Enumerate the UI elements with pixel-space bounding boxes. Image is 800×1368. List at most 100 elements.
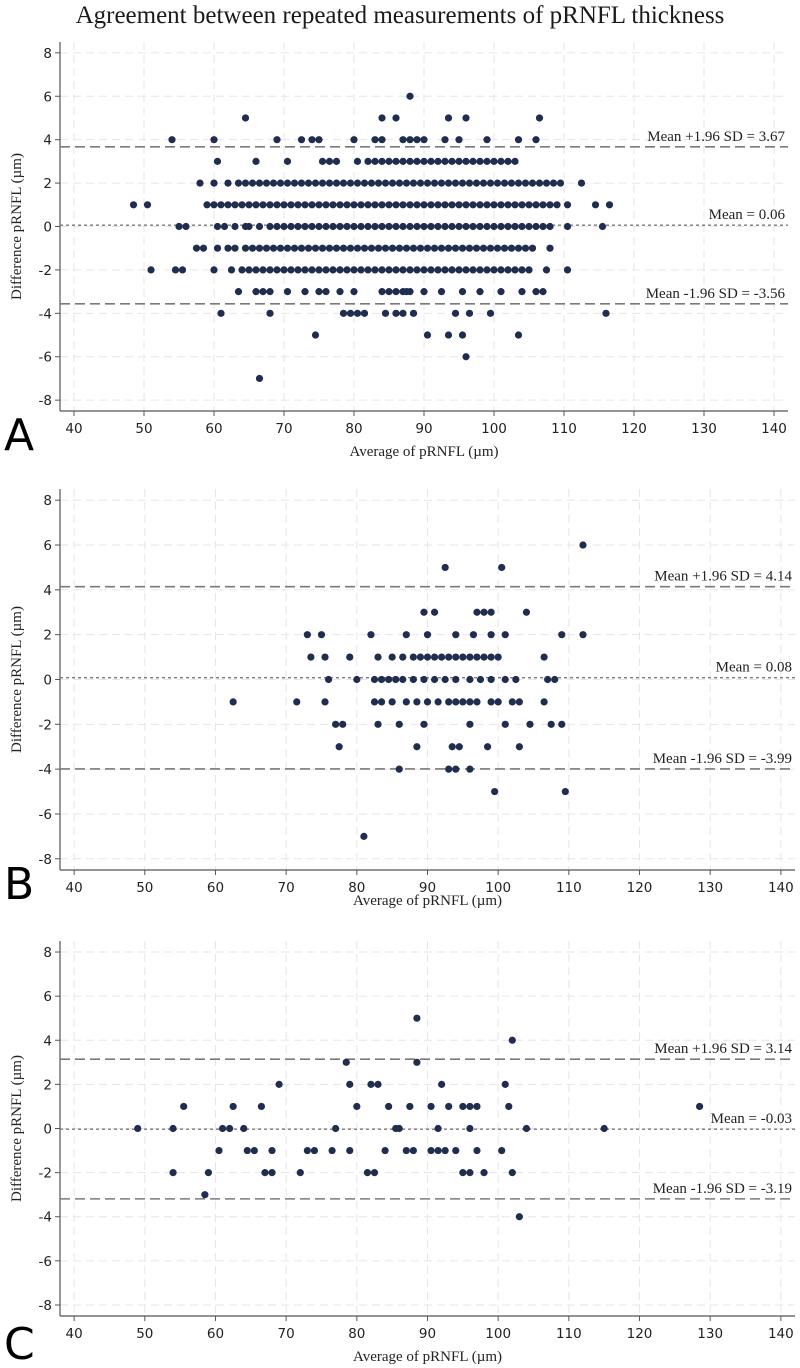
data-point [427,1102,435,1111]
data-point [318,244,327,252]
data-point [455,201,463,209]
data-point [329,266,337,274]
y-tick-label: -2 [39,1166,52,1182]
data-point [378,288,386,296]
data-point [229,1102,237,1111]
x-tick-label: 70 [278,1326,295,1342]
x-tick-label: 110 [556,880,582,896]
y-tick-label: 4 [43,1033,52,1049]
data-point [378,266,386,274]
data-point [273,201,281,209]
upper-reference-label: Mean +1.96 SD = 4.14 [654,569,792,585]
data-point [388,244,397,252]
data-point [423,631,432,639]
data-point [420,222,428,231]
data-point [248,179,257,187]
data-point [462,114,470,122]
data-point [248,244,257,252]
data-point [252,157,260,165]
data-point [413,222,421,231]
data-point [311,244,320,252]
data-point [437,244,446,252]
x-tick-label: 60 [207,880,224,896]
data-point [346,1080,354,1088]
y-tick-label: -8 [39,852,52,868]
data-point [486,244,495,252]
data-point [364,266,372,274]
data-point [563,222,572,231]
data-point [399,222,407,231]
data-point [458,331,467,339]
data-point [546,244,554,252]
data-point [420,288,428,296]
data-point [406,222,414,231]
data-point [420,720,428,728]
data-point [283,244,292,252]
data-point [353,675,361,684]
data-point [458,179,467,187]
data-point [283,157,292,165]
data-point [315,201,323,209]
x-tick-label: 70 [278,880,295,896]
data-point [526,720,534,728]
data-point [259,201,267,209]
data-point [388,653,396,661]
data-point [577,179,586,187]
data-point [392,157,400,165]
data-point [231,222,239,231]
data-point [469,222,477,231]
data-point [558,720,566,728]
data-point [364,201,372,209]
data-point [542,179,551,187]
data-point [518,222,526,231]
data-point [518,288,526,296]
data-point [409,1146,417,1155]
y-tick-label: 8 [43,46,52,62]
data-point [303,631,311,639]
data-point [486,179,495,187]
data-point [169,1169,177,1177]
data-point [224,244,232,252]
data-point [262,179,271,187]
x-tick-label: 70 [275,421,292,437]
data-point [210,201,218,209]
data-point [343,266,351,274]
data-point [459,1102,467,1111]
data-point [385,222,393,231]
data-point [303,1146,311,1155]
data-point [423,244,432,252]
data-point [252,201,260,209]
data-point [259,288,267,296]
data-point [273,136,281,144]
data-point [325,157,334,165]
data-point [473,1146,481,1155]
data-point [395,244,404,252]
data-point [297,244,306,252]
data-point [269,179,278,187]
data-point [430,653,439,661]
data-point [307,653,315,661]
data-point [385,266,393,274]
y-tick-label: 2 [43,628,52,644]
data-point [367,179,376,187]
data-point [308,222,316,231]
data-point [353,179,362,187]
data-point [515,698,523,706]
upper-reference-label: Mean +1.96 SD = 3.67 [647,129,785,145]
panel-letter: A [4,410,34,461]
data-point [462,201,470,209]
y-axis-label: Difference pRNFL (µm) [9,606,25,753]
data-point [579,631,587,639]
data-point [483,136,491,144]
data-point [213,222,222,231]
data-point [353,244,362,252]
x-tick-label: 110 [556,1326,582,1342]
panel-letter: C [4,1319,35,1367]
data-point [501,1080,509,1088]
y-tick-label: 6 [43,89,52,105]
data-point [311,331,320,339]
data-point [238,201,246,209]
mean-reference-label: Mean = 0.06 [709,207,786,223]
data-point [487,631,495,639]
data-point [462,266,470,274]
